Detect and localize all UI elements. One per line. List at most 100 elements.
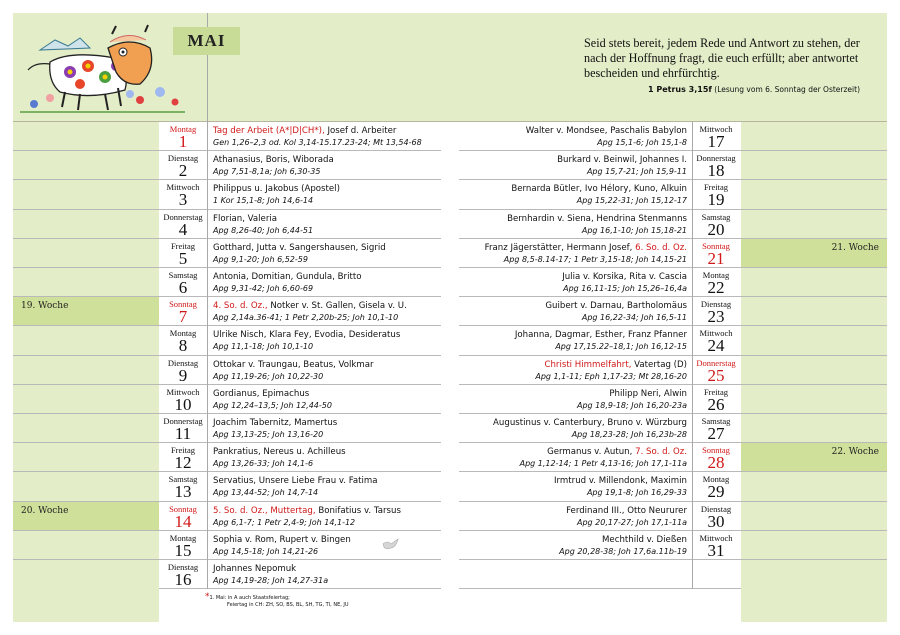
saints-names: Johanna, Dagmar, Esther, Franz Pfanner bbox=[514, 330, 687, 341]
day-number: 26 bbox=[707, 394, 725, 414]
day-cell: Mittwoch 10 bbox=[159, 385, 207, 413]
saints-names: Burkard v. Beinwil, Johannes I. bbox=[557, 155, 687, 166]
calendar-row: Mittwoch 24 Johanna, Dagmar, Esther, Franz… bbox=[459, 326, 741, 356]
calendar-row: Dienstag 2 Athanasius, Boris, Wiborada Apg … bbox=[159, 151, 441, 181]
week-cell bbox=[741, 268, 887, 298]
weekday-label: Samstag bbox=[701, 211, 731, 222]
saints-names: Ottokar v. Traungau, Beatus, Volkmar bbox=[213, 359, 374, 370]
saints-names: Germanus v. Autun, bbox=[547, 447, 636, 458]
weekday-label: Montag bbox=[169, 532, 197, 543]
saints-names: Mechthild v. Dießen bbox=[602, 534, 687, 545]
day-cell: Freitag 19 bbox=[692, 180, 740, 209]
calendar-row: Sonntag 21 Franz Jägerstätter, Hermann Jos… bbox=[459, 239, 741, 268]
saints-line: Tag der Arbeit (A*|D|CH*), Josef d. Arbe… bbox=[213, 125, 422, 137]
day-entry: Burkard v. Beinwil, Johannes I. Apg 15,7-… bbox=[557, 154, 687, 178]
day-cell: Dienstag 23 bbox=[692, 297, 740, 326]
saints-line: Ottokar v. Traungau, Beatus, Volkmar bbox=[213, 359, 374, 371]
day-entry: 4. So. d. Oz., Notker v. St. Gallen, Gis… bbox=[213, 300, 407, 324]
readings: Apg 8,5-8.14-17; 1 Petr 3,15-18; Joh 14,… bbox=[503, 254, 687, 264]
week-cell bbox=[13, 531, 159, 560]
week-cell bbox=[13, 268, 159, 298]
saints-line: Bernhardin v. Siena, Hendrina Stenmanns bbox=[507, 213, 687, 225]
saints-line: Christi Himmelfahrt, Vatertag (D) bbox=[535, 359, 687, 371]
day-entry: Ottokar v. Traungau, Beatus, Volkmar Apg … bbox=[213, 359, 374, 383]
saints-names: Joachim Tabernitz, Mamertus bbox=[213, 418, 338, 428]
saints-line: Florian, Valeria bbox=[213, 213, 313, 225]
saints-line: Gotthard, Jutta v. Sangershausen, Sigrid bbox=[213, 242, 386, 254]
week-label: 21. Woche bbox=[831, 242, 879, 253]
day-cell: Donnerstag 4 bbox=[159, 210, 207, 238]
saints-names: Athanasius, Boris, Wiborada bbox=[213, 155, 334, 166]
day-cell: Dienstag 2 bbox=[159, 151, 207, 180]
readings: Apg 8,26-40; Joh 6,44-51 bbox=[213, 225, 314, 235]
calendar-row: Sonntag 7 4. So. d. Oz., Notker v. St. Gal… bbox=[159, 297, 441, 327]
week-cell bbox=[13, 122, 159, 152]
calendar-row: Mittwoch 3 Philippus u. Jakobus (Apostel) 1… bbox=[159, 180, 441, 210]
day-cell: Dienstag 16 bbox=[159, 560, 207, 589]
quote-reference-note: (Lesung vom 6. Sonntag der Osterzeit) bbox=[714, 85, 860, 94]
weekday-label: Mittwoch bbox=[699, 328, 733, 339]
day-entry: Bernarda Bütler, Ivo Hélory, Kuno, Alkui… bbox=[511, 183, 687, 207]
saints-names: Gordianus, Epimachus bbox=[213, 388, 310, 399]
saints-names: Irmtrud v. Millendonk, Maximin bbox=[554, 476, 687, 487]
footnote: *1. Mai: in A auch Staatsfeiertag; Feier… bbox=[205, 593, 349, 609]
week-cell bbox=[741, 414, 887, 444]
quote-reference-source: 1 Petrus 3,15f bbox=[648, 85, 712, 94]
day-cell: Montag 1 bbox=[159, 122, 207, 151]
calendar-row: Samstag 6 Antonia, Domitian, Gundula, Brit… bbox=[159, 268, 441, 298]
day-cell: Mittwoch 31 bbox=[692, 531, 740, 559]
day-entry: Philipp Neri, Alwin Apg 18,9-18; Joh 16,2… bbox=[577, 388, 687, 412]
saints-names: Bonifatius v. Tarsus bbox=[315, 505, 401, 516]
day-cell: Mittwoch 3 bbox=[159, 180, 207, 209]
saints-line: Ferdinand III., Otto Neururer bbox=[566, 505, 687, 517]
day-cell: Montag 15 bbox=[159, 531, 207, 559]
calendar-row: Montag 29 Irmtrud v. Millendonk, Maximin Ap… bbox=[459, 472, 741, 502]
feast-label: 5. So. d. Oz., Muttertag, bbox=[213, 505, 316, 516]
saints-names: Bernarda Bütler, Ivo Hélory, Kuno, Alkui… bbox=[511, 184, 687, 195]
day-number: 6 bbox=[178, 278, 188, 297]
day-entry: Johanna, Dagmar, Esther, Franz Pfanner Ap… bbox=[515, 329, 687, 353]
day-cell: Donnerstag 11 bbox=[159, 414, 207, 443]
saints-line: Joachim Tabernitz, Mamertus bbox=[213, 417, 337, 429]
saints-line: 4. So. d. Oz., Notker v. St. Gallen, Gis… bbox=[213, 300, 407, 312]
saints-names: Augustinus v. Canterbury, Bruno v. Würzb… bbox=[493, 418, 687, 428]
day-number: 22 bbox=[707, 278, 725, 297]
weekday-label: Freitag bbox=[703, 386, 729, 397]
day-cell: Montag 22 bbox=[692, 268, 740, 297]
calendar-row: Mittwoch 17 Walter v. Mondsee, Paschalis B… bbox=[459, 122, 741, 152]
saints-line: Servatius, Unsere Liebe Frau v. Fatima bbox=[213, 475, 378, 487]
day-number: 1 bbox=[178, 132, 188, 151]
weekday-label: Sonntag bbox=[169, 503, 197, 514]
bible-quote: Seid stets bereit, jedem Rede und Antwor… bbox=[584, 36, 860, 80]
day-number: 5 bbox=[178, 248, 188, 268]
saints-names: Florian, Valeria bbox=[213, 213, 278, 224]
readings: Apg 16,11-15; Joh 15,26–16,4a bbox=[563, 284, 687, 293]
saints-line: Ulrike Nisch, Klara Fey, Evodia, Desider… bbox=[213, 329, 400, 341]
saints-line: Germanus v. Autun, 7. So. d. Oz. bbox=[520, 446, 687, 458]
saints-names: Philipp Neri, Alwin bbox=[609, 388, 687, 399]
day-entry: Antonia, Domitian, Gundula, Britto Apg 9,… bbox=[213, 271, 361, 295]
calendar-row: Dienstag 30 Ferdinand III., Otto Neururer A… bbox=[459, 502, 741, 531]
day-number: 24 bbox=[707, 336, 725, 356]
weekday-label: Dienstag bbox=[700, 299, 732, 310]
weekday-label: Dienstag bbox=[167, 562, 199, 572]
weekday-label: Freitag bbox=[703, 182, 729, 193]
day-number: 15 bbox=[174, 540, 192, 560]
day-entry: Florian, Valeria Apg 8,26-40; Joh 6,44-51 bbox=[213, 213, 313, 237]
saints-line: Bernarda Bütler, Ivo Hélory, Kuno, Alkui… bbox=[511, 183, 687, 195]
week-cell bbox=[741, 472, 887, 502]
day-entry: Johannes Nepomuk Apg 14,19-28; Joh 14,27-… bbox=[213, 563, 328, 587]
week-cell bbox=[13, 443, 159, 473]
readings: Apg 1,12-14; 1 Petr 4,13-16; Joh 17,1-11… bbox=[519, 459, 687, 469]
week-cell bbox=[741, 531, 887, 560]
day-entry: Irmtrud v. Millendonk, Maximin Apg 19,1-8… bbox=[554, 475, 687, 499]
weekday-label: Freitag bbox=[170, 240, 196, 251]
saints-line: Julia v. Korsika, Rita v. Cascia bbox=[562, 271, 687, 283]
week-cell: 20. Woche bbox=[13, 501, 159, 531]
left-day-divider bbox=[207, 122, 208, 589]
dove-icon bbox=[382, 538, 399, 550]
saints-line: Sophia v. Rom, Rupert v. Bingen bbox=[213, 534, 351, 546]
weekday-label: Dienstag bbox=[700, 503, 732, 514]
day-number: 17 bbox=[707, 132, 725, 151]
weekday-label: Montag bbox=[702, 270, 730, 280]
